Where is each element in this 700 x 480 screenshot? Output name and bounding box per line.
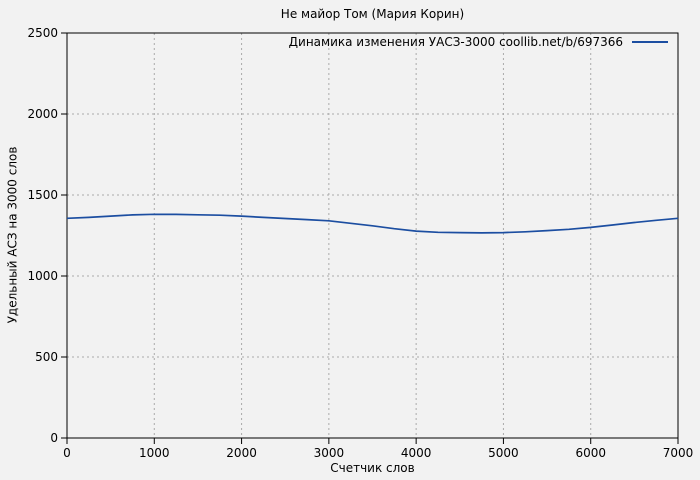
- data-line: [66, 213, 679, 234]
- chart-title: Не майор Том (Мария Корин): [280, 7, 465, 21]
- x-tick-label: 6000: [575, 446, 606, 460]
- y-tick-label: 1000: [27, 269, 58, 283]
- legend: Динамика изменения УАСЗ-3000 coollib.net…: [289, 35, 668, 49]
- y-axis-label: Удельный АСЗ на 3000 слов: [5, 146, 20, 324]
- x-tick-label: 3000: [314, 446, 345, 460]
- legend-label: Динамика изменения УАСЗ-3000 coollib.net…: [288, 35, 623, 49]
- x-tick-label: 0: [63, 446, 71, 460]
- x-axis-label: Счетчик слов: [330, 461, 415, 475]
- x-tick-label: 4000: [401, 446, 432, 460]
- y-tick-label: 0: [50, 431, 58, 445]
- x-tick-label: 7000: [663, 446, 694, 460]
- y-tick-label: 500: [35, 350, 58, 364]
- plot-border: [66, 32, 679, 439]
- x-tick-label: 2000: [226, 446, 257, 460]
- legend-line-sample: [632, 41, 668, 43]
- y-tick-label: 2500: [27, 26, 58, 40]
- x-tick-label: 1000: [139, 446, 170, 460]
- y-tick-label: 2000: [27, 107, 58, 121]
- x-tick-label: 5000: [488, 446, 519, 460]
- y-tick-label: 1500: [27, 188, 58, 202]
